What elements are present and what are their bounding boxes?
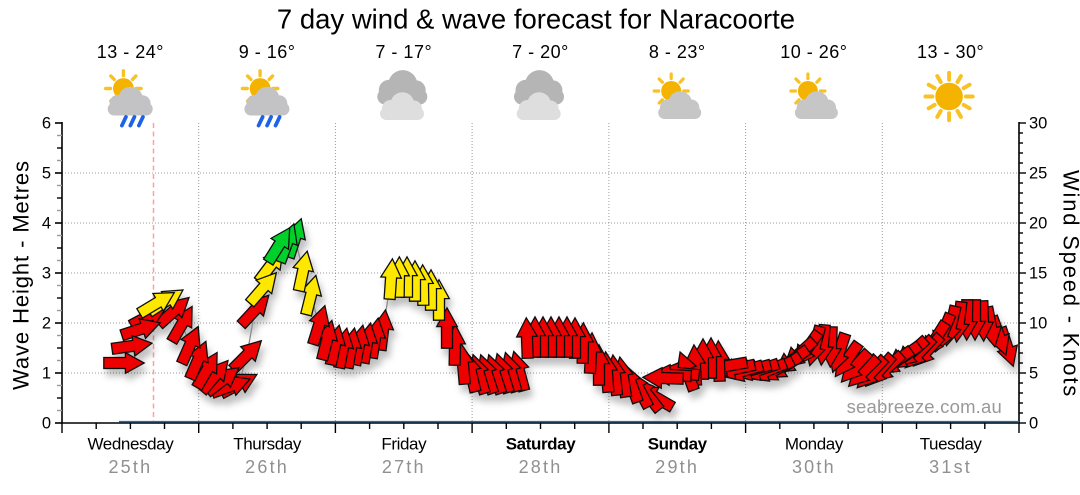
svg-text:6: 6 [42, 115, 51, 133]
svg-text:26th: 26th [245, 457, 289, 477]
svg-text:Monday: Monday [785, 435, 844, 454]
svg-text:31st: 31st [929, 457, 972, 477]
svg-text:28th: 28th [519, 457, 563, 477]
svg-text:Saturday: Saturday [506, 435, 576, 454]
svg-text:30th: 30th [792, 457, 836, 477]
svg-text:7 - 17°: 7 - 17° [375, 42, 432, 62]
svg-text:29th: 29th [655, 457, 699, 477]
svg-text:8 - 23°: 8 - 23° [649, 42, 706, 62]
svg-text:1: 1 [42, 365, 51, 383]
svg-text:7 - 20°: 7 - 20° [512, 42, 569, 62]
svg-text:20: 20 [1029, 215, 1047, 233]
svg-text:4: 4 [42, 215, 51, 233]
svg-text:5: 5 [42, 165, 51, 183]
svg-text:2: 2 [42, 315, 51, 333]
svg-text:Sunday: Sunday [648, 435, 708, 454]
svg-text:5: 5 [1029, 365, 1038, 383]
svg-text:25th: 25th [108, 457, 152, 477]
svg-text:Thursday: Thursday [233, 435, 302, 454]
svg-text:13 - 30°: 13 - 30° [917, 42, 984, 62]
svg-text:Wind Speed - Knots: Wind Speed - Knots [1059, 170, 1080, 398]
svg-text:7 day wind & wave forecast for: 7 day wind & wave forecast for Naracoort… [277, 4, 795, 35]
svg-text:25: 25 [1029, 165, 1047, 183]
svg-text:Friday: Friday [381, 435, 427, 454]
svg-text:Wednesday: Wednesday [87, 435, 174, 454]
svg-text:10: 10 [1029, 315, 1047, 333]
svg-text:Wave Height - Metres: Wave Height - Metres [9, 160, 34, 390]
svg-text:3: 3 [42, 265, 51, 283]
svg-text:10 - 26°: 10 - 26° [780, 42, 847, 62]
svg-text:27th: 27th [382, 457, 426, 477]
svg-text:0: 0 [1029, 415, 1038, 433]
svg-text:Tuesday: Tuesday [920, 435, 983, 454]
svg-text:0: 0 [42, 415, 51, 433]
svg-text:15: 15 [1029, 265, 1047, 283]
svg-text:30: 30 [1029, 115, 1047, 133]
svg-text:13 - 24°: 13 - 24° [97, 42, 164, 62]
svg-text:9 - 16°: 9 - 16° [239, 42, 296, 62]
svg-text:seabreeze.com.au: seabreeze.com.au [847, 396, 1002, 417]
